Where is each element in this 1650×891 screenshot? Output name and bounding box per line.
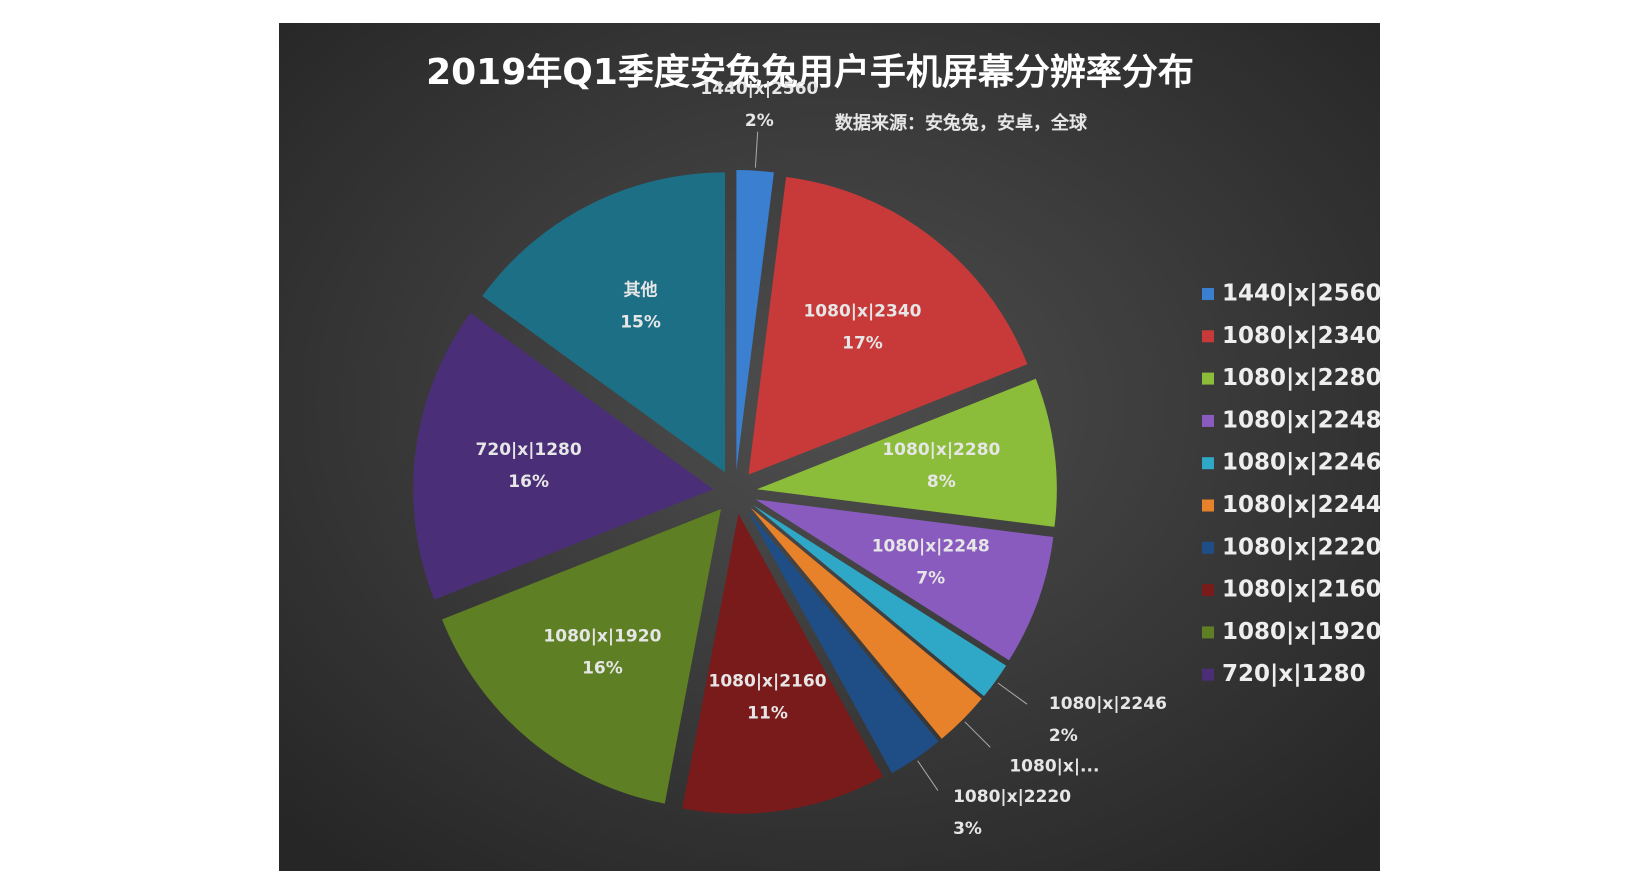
legend-swatch xyxy=(1202,499,1214,512)
legend-label: 1080|x|2246 xyxy=(1222,450,1382,476)
legend-swatch xyxy=(1202,668,1214,681)
slice-label: 1080|x|2246 xyxy=(1049,694,1167,714)
leader-line xyxy=(917,760,939,791)
slice-value-label: 17% xyxy=(842,334,883,354)
pie-slice xyxy=(756,378,1057,527)
slice-label: 其他 xyxy=(624,280,658,301)
legend-label: 1080|x|2280 xyxy=(1222,365,1382,391)
pie-slice xyxy=(413,312,714,600)
slice-value-label: 2% xyxy=(745,111,774,131)
slice-value-label: 16% xyxy=(508,472,549,492)
legend-swatch xyxy=(1202,288,1214,300)
leader-line xyxy=(754,131,759,168)
slice-label: 720|x|1280 xyxy=(476,440,582,460)
legend-swatch xyxy=(1202,584,1214,597)
pie-slice xyxy=(755,499,1054,661)
slice-label: 1080|x|1920 xyxy=(543,626,661,646)
leader-line xyxy=(997,682,1028,705)
chart-subtitle: 数据来源：安兔兔，安卓，全球 xyxy=(835,112,1088,134)
legend-label: 1080|x|2248 xyxy=(1222,407,1382,433)
slice-label: 1080|x|... xyxy=(1009,756,1099,776)
pie-slice xyxy=(442,508,721,804)
legend-swatch xyxy=(1202,372,1214,385)
slice-label: 1080|x|2160 xyxy=(709,671,827,691)
slice-label: 1080|x|2340 xyxy=(803,302,921,322)
chart-title: 2019年Q1季度安兔兔用户手机屏幕分辨率分布 xyxy=(426,52,1194,93)
slice-value-label: 15% xyxy=(620,313,661,333)
pie-slice xyxy=(682,513,883,814)
legend-label: 1080|x|2340 xyxy=(1222,323,1382,349)
pie-slice xyxy=(482,172,726,473)
legend-label: 1080|x|2244 xyxy=(1222,492,1382,518)
slice-label: 1080|x|2280 xyxy=(882,440,1000,460)
pie-slice xyxy=(750,507,982,739)
legend-swatch xyxy=(1202,626,1214,639)
legend-swatch xyxy=(1202,330,1214,343)
slice-value-label: 3% xyxy=(953,819,982,839)
legend-swatch xyxy=(1202,541,1214,554)
slice-label: 1080|x|2220 xyxy=(953,787,1071,807)
slice-label: 1440|x|2560 xyxy=(700,79,818,99)
pie-slice xyxy=(736,170,774,471)
leader-line xyxy=(964,721,991,748)
pie-slice xyxy=(747,510,939,774)
slice-value-label: 7% xyxy=(916,568,945,588)
legend-label: 1080|x|2220 xyxy=(1222,534,1382,560)
slice-value-label: 16% xyxy=(582,658,623,678)
legend-label: 1440|x|2560 xyxy=(1222,281,1382,307)
slice-value-label: 2% xyxy=(1049,726,1078,746)
legend-label: 1080|x|2160 xyxy=(1222,577,1382,603)
slice-label: 1080|x|2248 xyxy=(872,536,990,556)
slice-value-label: 8% xyxy=(927,472,956,492)
legend-label: 720|x|1280 xyxy=(1222,661,1366,687)
slice-value-label: 11% xyxy=(747,703,788,723)
legend-swatch xyxy=(1202,457,1214,470)
legend-label: 1080|x|1920 xyxy=(1222,619,1382,645)
legend-swatch xyxy=(1202,414,1214,427)
pie-slice xyxy=(752,504,1007,697)
pie-slice xyxy=(748,176,1028,475)
